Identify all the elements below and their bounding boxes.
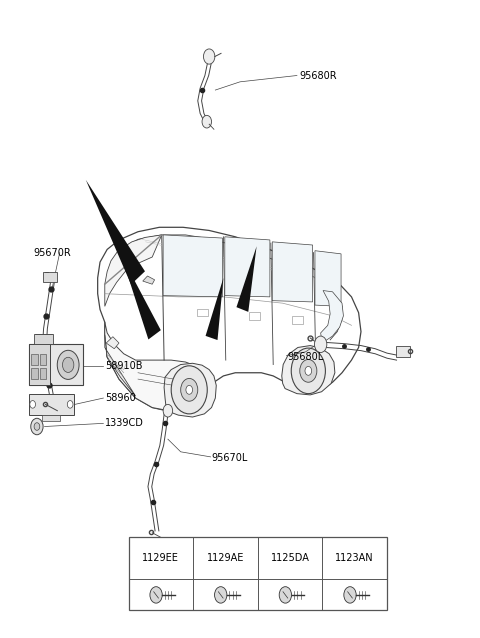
Bar bbox=[40, 354, 47, 365]
Polygon shape bbox=[86, 180, 145, 285]
Text: 95680R: 95680R bbox=[300, 71, 337, 80]
Polygon shape bbox=[225, 237, 270, 297]
Circle shape bbox=[62, 357, 74, 373]
Polygon shape bbox=[282, 346, 335, 395]
Text: 95670R: 95670R bbox=[34, 248, 72, 258]
Text: 1129AE: 1129AE bbox=[207, 553, 244, 563]
Bar bbox=[29, 345, 49, 385]
Bar bbox=[42, 415, 60, 422]
Polygon shape bbox=[143, 276, 155, 284]
Circle shape bbox=[163, 404, 173, 417]
Bar bbox=[396, 346, 410, 357]
Bar bbox=[40, 367, 47, 379]
Text: 1129EE: 1129EE bbox=[143, 553, 179, 563]
Polygon shape bbox=[105, 235, 162, 306]
Polygon shape bbox=[272, 242, 312, 302]
Circle shape bbox=[150, 587, 162, 603]
Polygon shape bbox=[97, 227, 361, 411]
Bar bbox=[31, 367, 38, 379]
Polygon shape bbox=[315, 251, 341, 306]
Circle shape bbox=[279, 587, 291, 603]
Circle shape bbox=[344, 587, 356, 603]
Circle shape bbox=[300, 359, 317, 382]
Polygon shape bbox=[106, 337, 119, 349]
Text: 95670L: 95670L bbox=[212, 453, 248, 463]
Bar bbox=[34, 334, 53, 345]
Circle shape bbox=[305, 366, 312, 375]
Circle shape bbox=[171, 366, 207, 414]
Text: 58960: 58960 bbox=[105, 393, 135, 403]
Circle shape bbox=[30, 401, 36, 408]
Bar bbox=[197, 309, 208, 316]
Circle shape bbox=[314, 336, 327, 353]
Text: 58910B: 58910B bbox=[105, 362, 142, 371]
Bar bbox=[43, 272, 57, 283]
Bar bbox=[129, 537, 387, 610]
Circle shape bbox=[202, 115, 212, 128]
Bar bbox=[29, 394, 74, 415]
Circle shape bbox=[57, 350, 79, 380]
Circle shape bbox=[215, 587, 227, 603]
Circle shape bbox=[34, 423, 40, 430]
Text: 1339CD: 1339CD bbox=[105, 419, 144, 428]
Polygon shape bbox=[121, 256, 161, 339]
Bar bbox=[31, 354, 38, 365]
Polygon shape bbox=[163, 235, 222, 297]
Text: 1123AN: 1123AN bbox=[336, 553, 374, 563]
Polygon shape bbox=[321, 290, 343, 343]
Circle shape bbox=[291, 348, 325, 394]
Polygon shape bbox=[105, 335, 136, 396]
Bar bbox=[29, 345, 84, 385]
Text: 1125DA: 1125DA bbox=[271, 553, 310, 563]
Bar bbox=[292, 316, 302, 324]
Bar bbox=[250, 312, 260, 320]
Circle shape bbox=[186, 385, 192, 394]
Polygon shape bbox=[205, 278, 223, 340]
Circle shape bbox=[180, 378, 198, 401]
Circle shape bbox=[67, 401, 73, 408]
Circle shape bbox=[31, 419, 43, 434]
Polygon shape bbox=[164, 363, 216, 417]
Circle shape bbox=[204, 49, 215, 64]
Text: 95680L: 95680L bbox=[288, 352, 324, 362]
Polygon shape bbox=[237, 246, 257, 312]
Polygon shape bbox=[105, 322, 214, 411]
